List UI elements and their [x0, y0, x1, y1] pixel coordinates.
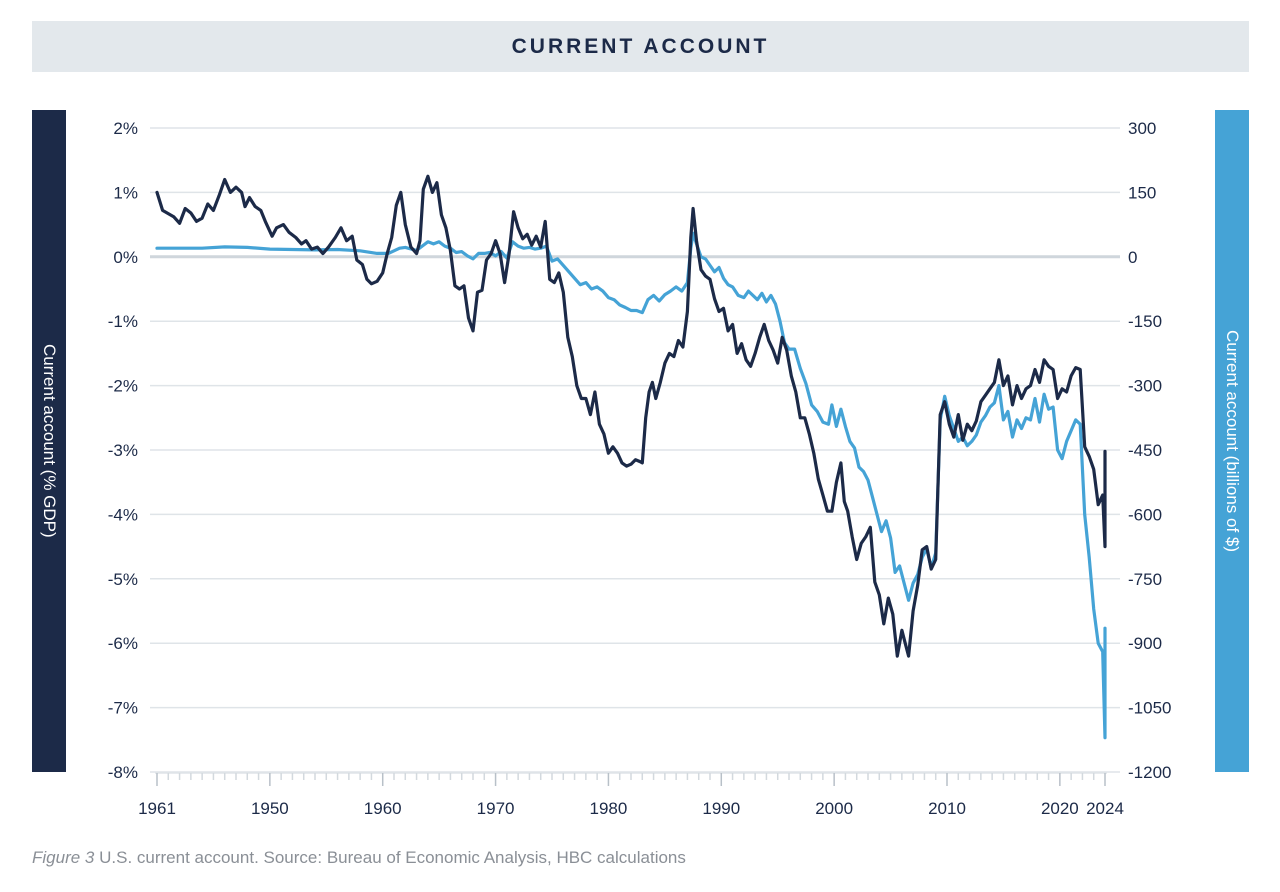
- left-y-axis-ticks: 2% 1% 0% -1% -2% -3% -4% -5% -6% -7% -8%: [108, 119, 138, 782]
- left-axis-label-band: Current account (% GDP): [32, 110, 66, 772]
- caption-text: U.S. current account. Source: Bureau of …: [99, 848, 686, 867]
- right-y-tick-label: 0: [1128, 248, 1137, 267]
- x-tick-label: 2000: [815, 799, 853, 818]
- figure-caption: Figure 3 U.S. current account. Source: B…: [32, 848, 686, 868]
- series-lines: [155, 174, 1107, 740]
- right-y-tick-label: 300: [1128, 119, 1156, 138]
- right-y-tick-label: 150: [1128, 183, 1156, 202]
- x-tick-label: 1980: [590, 799, 628, 818]
- right-y-tick-label: -300: [1128, 377, 1162, 396]
- gridlines: [150, 127, 1120, 773]
- left-y-tick-label: -2%: [108, 377, 138, 396]
- left-y-tick-label: -6%: [108, 634, 138, 653]
- right-y-tick-label: -1200: [1128, 763, 1171, 782]
- x-tick-label: 1960: [364, 799, 402, 818]
- right-y-tick-label: -600: [1128, 505, 1162, 524]
- x-tick-label: 2024: [1086, 799, 1124, 818]
- x-tick-label: 1961: [138, 799, 176, 818]
- series-line-pct-gdp: [155, 174, 1107, 658]
- right-axis-label-band: Current account (billions of $): [1215, 110, 1249, 772]
- right-y-tick-label: -1050: [1128, 699, 1171, 718]
- right-y-tick-label: -900: [1128, 634, 1162, 653]
- left-y-tick-label: -4%: [108, 505, 138, 524]
- right-y-axis-ticks: 300 150 0 -150 -300 -450 -600 -750 -900 -1050 -120…: [1128, 119, 1171, 782]
- right-y-tick-label: -450: [1128, 441, 1162, 460]
- x-tick-label: 1950: [251, 799, 289, 818]
- series-line-billions: [155, 231, 1107, 740]
- left-y-tick-label: 1%: [113, 183, 138, 202]
- left-y-tick-label: -1%: [108, 312, 138, 331]
- x-tick-label: 2010: [928, 799, 966, 818]
- left-y-tick-label: -7%: [108, 699, 138, 718]
- right-y-tick-label: -750: [1128, 570, 1162, 589]
- x-axis: 1961 1950 1960 1970 1980 1990 2000 2010 2020 2024: [138, 772, 1124, 818]
- left-y-tick-label: -3%: [108, 441, 138, 460]
- right-axis-label: Current account (billions of $): [1223, 329, 1242, 553]
- left-y-tick-label: -5%: [108, 570, 138, 589]
- figure-number: Figure 3: [32, 848, 95, 867]
- left-axis-label: Current account (% GDP): [40, 344, 59, 538]
- chart-title: CURRENT ACCOUNT: [511, 34, 770, 58]
- right-y-tick-label: -150: [1128, 312, 1162, 331]
- left-y-tick-label: -8%: [108, 763, 138, 782]
- x-tick-label: 1970: [477, 799, 515, 818]
- left-y-tick-label: 0%: [113, 248, 138, 267]
- chart-title-bar: CURRENT ACCOUNT: [32, 21, 1249, 72]
- left-y-tick-label: 2%: [113, 119, 138, 138]
- x-tick-label: 1990: [702, 799, 740, 818]
- x-tick-label: 2020: [1041, 799, 1079, 818]
